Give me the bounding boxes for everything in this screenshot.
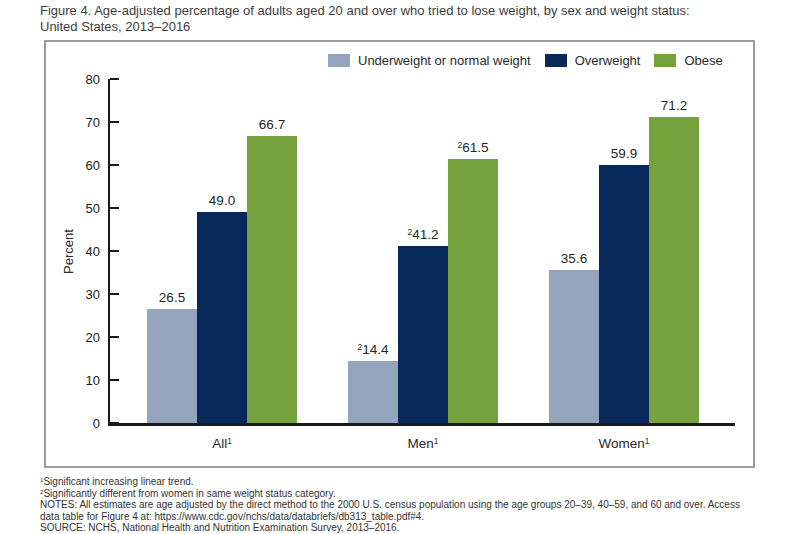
figure-title-line2: United States, 2013–2016 <box>40 19 776 35</box>
y-axis-tick-label: 20 <box>62 330 100 345</box>
y-axis-tick <box>110 336 119 338</box>
y-axis-tick-label: 0 <box>62 416 100 431</box>
y-axis-tick <box>110 78 119 80</box>
y-axis-tick <box>110 121 119 123</box>
bar-value-label: 241.2 <box>408 227 439 242</box>
legend-label: Overweight <box>575 53 641 68</box>
bar <box>247 136 297 423</box>
bar <box>649 117 699 423</box>
legend-item: Obese <box>654 53 722 68</box>
chart-legend: Underweight or normal weight Overweight Ob… <box>328 53 723 68</box>
legend-label: Obese <box>684 53 722 68</box>
figure-title-line1: Figure 4. Age-adjusted percentage of adu… <box>40 3 776 19</box>
footnotes: 1Significant increasing linear trend.2Si… <box>40 476 762 534</box>
chart-box: Underweight or normal weight Overweight Ob… <box>44 40 755 468</box>
bar <box>348 361 398 423</box>
y-axis-tick-label: 60 <box>62 158 100 173</box>
x-axis-line <box>108 423 735 426</box>
bar-value-label: 261.5 <box>458 140 489 155</box>
footnote-line: 1Significant increasing linear trend. <box>40 476 762 488</box>
bar-value-label: 66.7 <box>259 117 285 132</box>
y-axis-tick-label: 40 <box>62 244 100 259</box>
y-axis-tick <box>110 250 119 252</box>
category-label: All1 <box>212 436 232 451</box>
y-axis-tick <box>110 293 119 295</box>
y-axis-line <box>108 79 110 425</box>
y-axis-tick <box>110 422 119 424</box>
legend-swatch <box>328 54 350 67</box>
bar <box>599 165 649 423</box>
bar-value-label: 59.9 <box>611 146 637 161</box>
figure-title: Figure 4. Age-adjusted percentage of adu… <box>40 3 776 34</box>
y-axis-tick-label: 80 <box>62 72 100 87</box>
bar <box>398 246 448 423</box>
figure-page: Figure 4. Age-adjusted percentage of adu… <box>0 0 800 534</box>
footnote-line: NOTES: All estimates are age adjusted by… <box>40 499 762 522</box>
legend-label: Underweight or normal weight <box>358 53 531 68</box>
y-axis-tick-label: 70 <box>62 115 100 130</box>
bar <box>549 270 599 423</box>
bar-value-label: 214.4 <box>358 342 389 357</box>
bar <box>197 212 247 423</box>
bar <box>448 159 498 423</box>
bar-value-label: 35.6 <box>561 251 587 266</box>
bar-value-label: 26.5 <box>159 290 185 305</box>
plot-area: Percent 0102030405060708026.549.066.7All… <box>108 79 735 423</box>
y-axis-tick-label: 50 <box>62 201 100 216</box>
legend-item: Underweight or normal weight <box>328 53 531 68</box>
bar-value-label: 49.0 <box>209 193 235 208</box>
footnote-line: 2Significantly different from women in s… <box>40 488 762 500</box>
footnote-line: SOURCE: NCHS, National Health and Nutrit… <box>40 522 762 534</box>
category-label: Men1 <box>408 436 439 451</box>
legend-item: Overweight <box>545 53 641 68</box>
bar <box>147 309 197 423</box>
legend-swatch <box>545 54 567 67</box>
y-axis-tick-label: 30 <box>62 287 100 302</box>
y-axis-tick <box>110 164 119 166</box>
y-axis-tick <box>110 379 119 381</box>
y-axis-tick <box>110 207 119 209</box>
bar-value-label: 71.2 <box>661 98 687 113</box>
legend-swatch <box>654 54 676 67</box>
category-label: Women1 <box>599 436 650 451</box>
y-axis-tick-label: 10 <box>62 373 100 388</box>
